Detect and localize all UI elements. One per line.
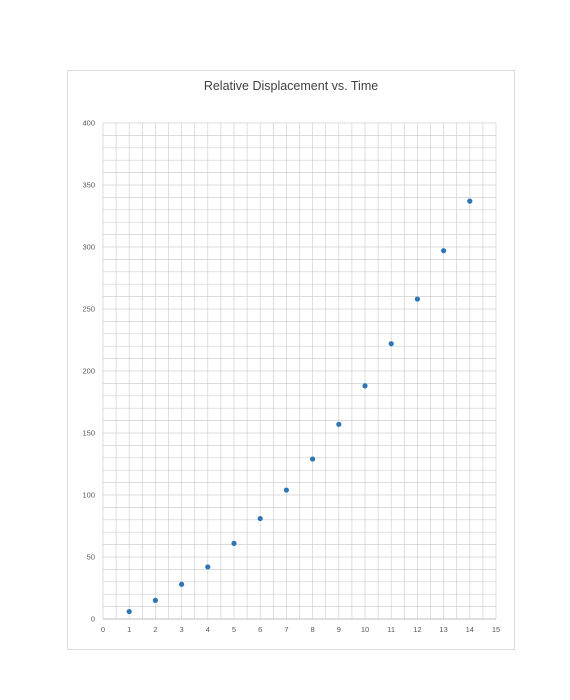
chart-title: Relative Displacement vs. Time — [204, 79, 378, 93]
x-tick-label: 1 — [127, 625, 131, 634]
gridlines — [102, 122, 497, 620]
y-tick-label: 200 — [82, 367, 95, 376]
x-tick-label: 14 — [466, 625, 474, 634]
data-point — [257, 515, 263, 522]
chart-area — [67, 70, 515, 650]
y-axis-tick-labels: 0 50 100 150 200 250 300 350 400 — [82, 119, 95, 624]
data-point — [362, 383, 368, 389]
data-points — [126, 198, 473, 615]
x-tick-label: 3 — [180, 625, 184, 634]
y-tick-label: 50 — [87, 553, 95, 562]
data-point — [310, 456, 316, 462]
data-point — [126, 608, 132, 615]
x-tick-label: 6 — [258, 625, 262, 634]
data-point — [205, 564, 211, 570]
data-point — [231, 540, 237, 546]
x-tick-label: 2 — [153, 625, 157, 634]
y-tick-label: 0 — [91, 615, 95, 624]
x-tick-label: 13 — [439, 625, 447, 634]
data-point — [441, 248, 447, 254]
data-point — [414, 296, 420, 302]
data-point — [283, 487, 289, 493]
x-tick-label: 4 — [206, 625, 210, 634]
y-tick-label: 350 — [82, 181, 95, 190]
y-tick-label: 400 — [82, 119, 95, 128]
y-tick-label: 150 — [82, 429, 95, 438]
x-tick-label: 9 — [337, 625, 341, 634]
y-tick-label: 250 — [82, 305, 95, 314]
x-tick-label: 0 — [101, 625, 105, 634]
data-point — [467, 198, 473, 204]
x-tick-label: 15 — [492, 625, 500, 634]
x-tick-label: 11 — [387, 625, 395, 634]
x-tick-label: 10 — [361, 625, 369, 634]
data-point — [336, 421, 342, 427]
data-point — [179, 581, 185, 587]
y-tick-label: 100 — [82, 491, 95, 500]
data-point — [388, 341, 394, 347]
x-axis-tick-labels: 0 1 2 3 4 5 6 7 8 9 10 11 12 13 14 15 — [101, 625, 500, 634]
x-tick-label: 8 — [311, 625, 315, 634]
data-point — [152, 597, 158, 604]
x-tick-label: 5 — [232, 625, 236, 634]
x-tick-label: 7 — [284, 625, 288, 634]
x-tick-label: 12 — [413, 625, 421, 634]
y-tick-label: 300 — [82, 243, 95, 252]
